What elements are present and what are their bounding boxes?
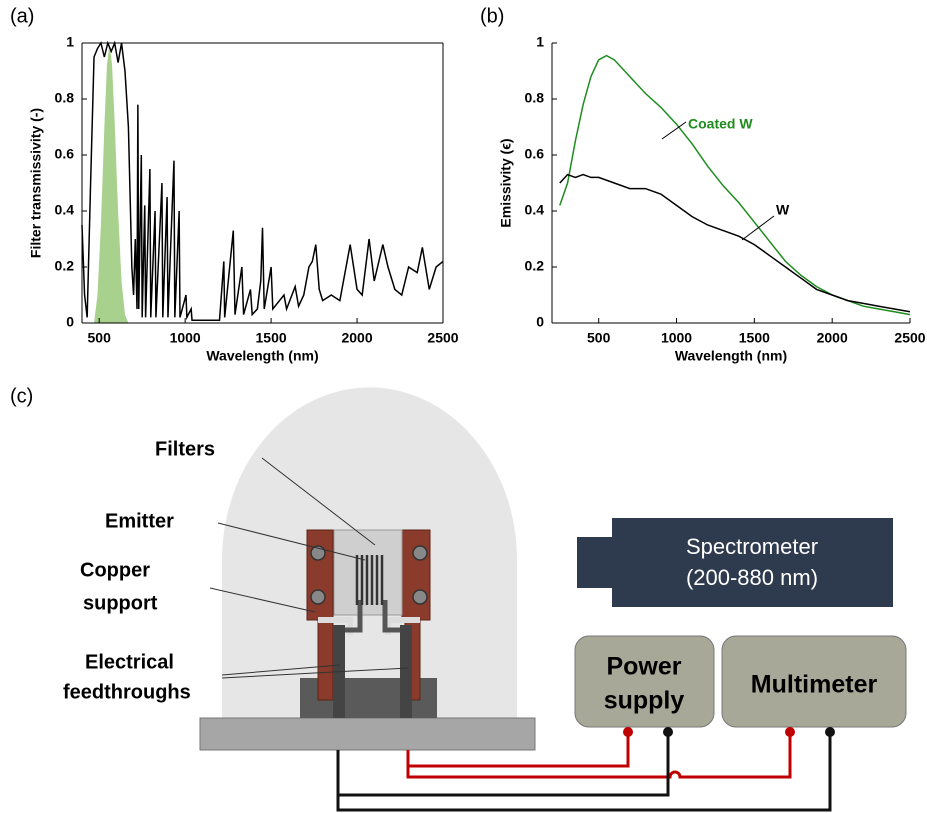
leader-line — [261, 457, 376, 546]
label: support — [83, 592, 158, 614]
terminal — [663, 727, 673, 737]
y-tick-label: 0 — [66, 314, 74, 330]
area — [94, 43, 129, 323]
y-tick-label: 1 — [66, 34, 74, 50]
label: Copper — [80, 559, 150, 581]
label: supply — [604, 687, 685, 715]
y-tick-label: 0.6 — [55, 146, 75, 162]
label: Multimeter — [751, 671, 878, 699]
panel-label: (a) — [10, 5, 34, 27]
leader-line — [221, 664, 341, 676]
y-tick-label: 0.6 — [525, 146, 545, 162]
copper-support — [306, 529, 334, 701]
label: Electrical — [85, 651, 174, 673]
x-tick-label: 1000 — [170, 330, 201, 346]
panel-label: (b) — [480, 5, 504, 27]
panel-label: (c) — [10, 385, 33, 407]
x-tick-label: 1500 — [739, 330, 770, 346]
x-tick-label: 500 — [88, 330, 112, 346]
x-tick-label: 1500 — [256, 330, 287, 346]
label: Spectrometer — [686, 534, 818, 559]
y-tick-label: 0.2 — [55, 258, 75, 274]
y-tick-label: 0.4 — [525, 202, 545, 218]
label: Power — [606, 653, 681, 681]
x-tick-label: 2000 — [817, 330, 848, 346]
chart: 500 1000 1500 2000 2500 0 0.2 0.4 0.6 0.8 1 Wavelen… — [28, 34, 459, 364]
label: Emitter — [105, 510, 174, 532]
setup-diagram: Filters Emitter Copper support Electrica… — [63, 387, 907, 812]
x-tick-label: 1000 — [661, 330, 692, 346]
series-label: W — [776, 202, 790, 218]
terminal — [825, 727, 835, 737]
x-axis-label: Wavelength (nm) — [206, 348, 318, 364]
emitter-coil — [355, 555, 384, 605]
leader-line — [217, 522, 366, 561]
power-supply — [574, 635, 715, 728]
y-axis-label: Filter transmissivity (-) — [28, 108, 44, 258]
series-label: Coated W — [688, 116, 753, 132]
y-axis-label: Emissivity (ϵ) — [498, 138, 514, 227]
y-tick-label: 1 — [536, 34, 544, 50]
y-tick-label: 0.8 — [525, 90, 545, 106]
terminal — [785, 727, 795, 737]
leader-line — [741, 215, 775, 241]
x-tick-label: 2500 — [427, 330, 458, 346]
label: Filters — [155, 438, 215, 460]
wiring — [336, 732, 832, 812]
base-plate — [199, 717, 536, 751]
spectrometer — [577, 518, 893, 607]
feedthrough-rod — [400, 625, 412, 718]
line — [559, 173, 911, 313]
terminal — [623, 727, 633, 737]
line — [81, 40, 444, 321]
label: (200-880 nm) — [686, 565, 818, 590]
y-tick-label: 0.4 — [55, 202, 75, 218]
x-axis-label: Wavelength (nm) — [675, 348, 787, 364]
x-tick-label: 2000 — [341, 330, 372, 346]
line — [559, 54, 911, 316]
leader-line — [209, 587, 316, 613]
chart: Coated W W 500 1000 1500 2000 2500 0 0.2 0.4 0.6 0.… — [498, 34, 926, 364]
y-tick-label: 0.2 — [525, 258, 545, 274]
x-tick-label: 2500 — [894, 330, 925, 346]
label: feedthroughs — [63, 681, 191, 703]
leader-line — [661, 121, 687, 140]
leader-line — [221, 667, 409, 679]
y-tick-label: 0.8 — [55, 90, 75, 106]
y-tick-label: 0 — [536, 314, 544, 330]
x-tick-label: 500 — [587, 330, 611, 346]
lead-wire — [345, 600, 400, 633]
multimeter — [721, 635, 907, 728]
